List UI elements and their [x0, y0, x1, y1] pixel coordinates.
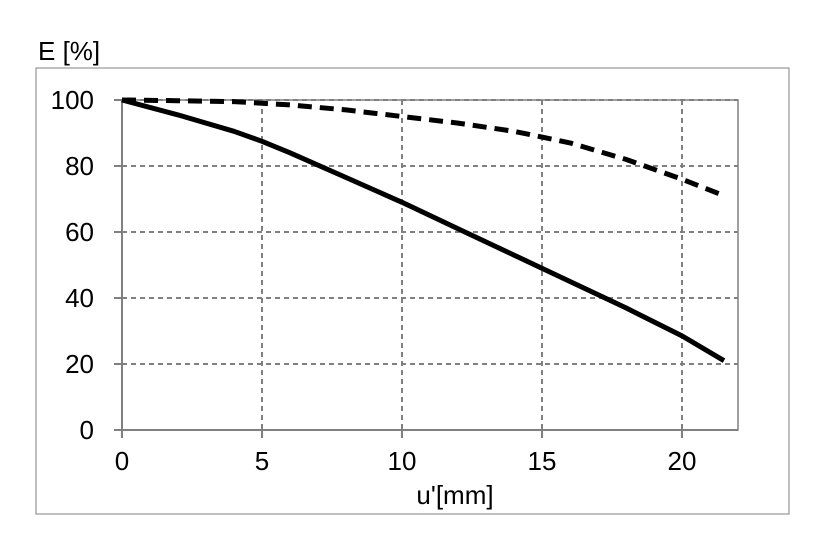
x-axis-title: u'[mm] [416, 480, 493, 510]
axes [114, 99, 738, 438]
series-line-2-dashed [121, 97, 725, 199]
y-tick-label: 80 [65, 151, 94, 181]
y-tick-label: 60 [65, 217, 94, 247]
tick-labels: 0 5 10 15 20 0 20 40 60 80 100 [51, 85, 697, 476]
x-tick-label: 10 [388, 446, 417, 476]
y-tick-label: 100 [51, 85, 94, 115]
x-tick-label: 15 [528, 446, 557, 476]
y-tick-label: 20 [65, 349, 94, 379]
chart-outer-frame [35, 67, 790, 515]
x-tick-label: 20 [668, 446, 697, 476]
grid-lines [122, 99, 738, 430]
y-tick-label: 40 [65, 283, 94, 313]
x-tick-label: 0 [115, 446, 129, 476]
series-lines [121, 97, 726, 363]
plot-area-frame [121, 99, 739, 431]
y-tick-label: 0 [80, 415, 94, 445]
x-tick-label: 5 [255, 446, 269, 476]
y-axis-title: E [%] [38, 36, 100, 66]
series-line-1-solid [121, 97, 726, 363]
